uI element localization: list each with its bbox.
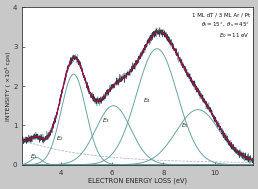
- Y-axis label: INTENSITY ( ×10³ cps): INTENSITY ( ×10³ cps): [5, 51, 11, 121]
- Text: E$_{2}$: E$_{2}$: [56, 134, 64, 143]
- Text: E$_{3}$: E$_{3}$: [102, 116, 110, 125]
- Text: E$_{4}$: E$_{4}$: [143, 96, 151, 105]
- X-axis label: ELECTRON ENERGY LOSS (eV): ELECTRON ENERGY LOSS (eV): [88, 178, 187, 184]
- Text: E$_{1}$: E$_{1}$: [30, 152, 38, 161]
- Text: E$_{5}$: E$_{5}$: [181, 121, 189, 130]
- Text: 1 ML dT / 3 ML Ar / Pt
$\theta_i = 15°,\ \theta_s = 45°$
$E_0 = 11$ eV: 1 ML dT / 3 ML Ar / Pt $\theta_i = 15°,\…: [191, 12, 250, 40]
